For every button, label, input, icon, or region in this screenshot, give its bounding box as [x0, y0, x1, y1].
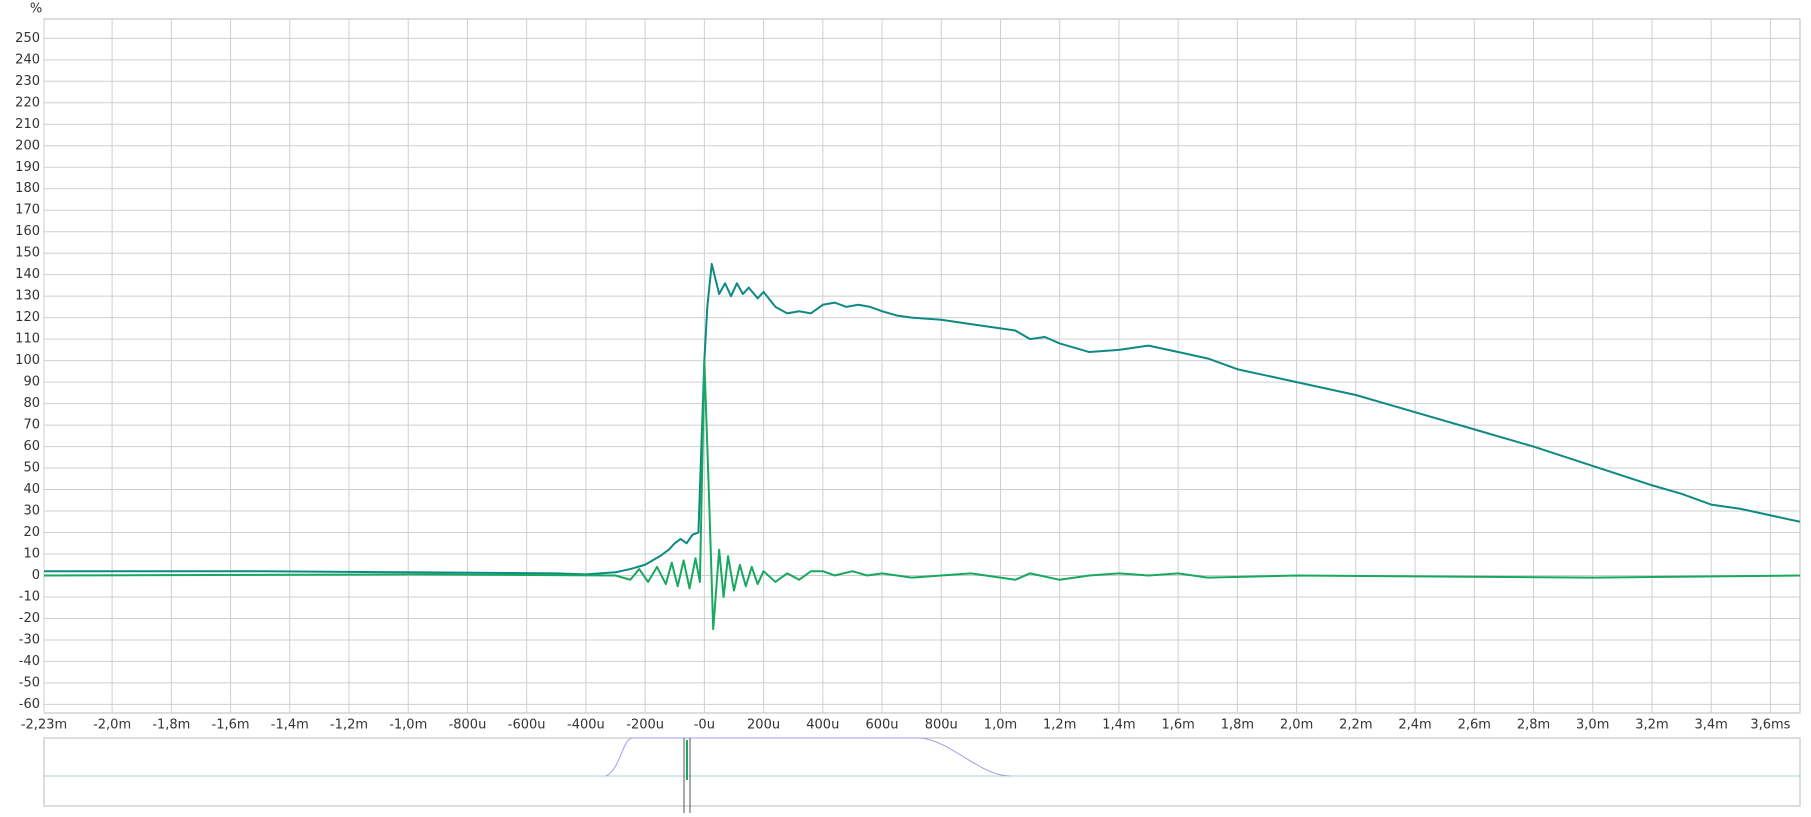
- y-tick-label: 160: [15, 224, 40, 239]
- x-tick-label: -200u: [626, 718, 664, 733]
- y-tick-label: 60: [23, 439, 40, 454]
- y-tick-label: 100: [15, 353, 40, 368]
- overview: [43, 737, 1801, 813]
- x-tick-label: 400u: [806, 718, 839, 733]
- x-tick-label: -1,0m: [389, 718, 427, 733]
- plot-area: [43, 18, 1801, 714]
- y-tick-label: 180: [15, 181, 40, 196]
- y-tick-label: 110: [15, 332, 40, 347]
- y-tick-label: 10: [23, 547, 40, 562]
- x-tick-label: -1,2m: [330, 718, 368, 733]
- y-tick-label: -40: [19, 654, 40, 669]
- x-tick-label: -800u: [449, 718, 487, 733]
- x-tick-label: 1,0m: [984, 718, 1017, 733]
- x-tick-label: 600u: [865, 718, 898, 733]
- x-tick-label: -2,23m: [21, 718, 67, 733]
- y-axis-label: %: [30, 2, 42, 17]
- x-tick-label: -600u: [508, 718, 546, 733]
- y-tick-label: 220: [15, 95, 40, 110]
- x-tick-label: 2,4m: [1398, 718, 1431, 733]
- x-tick-label: 2,0m: [1280, 718, 1313, 733]
- x-tick-label: 200u: [747, 718, 780, 733]
- x-tick-label: 1,6m: [1161, 718, 1194, 733]
- x-tick-label: 1,8m: [1221, 718, 1254, 733]
- x-tick-label: -1,6m: [212, 718, 250, 733]
- y-tick-label: -30: [19, 632, 40, 647]
- x-tick-label: 1,2m: [1043, 718, 1076, 733]
- y-tick-label: -20: [19, 611, 40, 626]
- y-tick-label: 120: [15, 310, 40, 325]
- series-line: [43, 359, 1801, 631]
- x-tick-label: 3,4m: [1694, 718, 1727, 733]
- x-tick-label: 3,6ms: [1750, 718, 1790, 733]
- series-line: [44, 262, 1801, 576]
- overview-frame: [43, 737, 1801, 807]
- x-tick-label: 2,6m: [1458, 718, 1491, 733]
- y-tick-label: 200: [15, 138, 40, 153]
- x-tick-label: -2,0m: [93, 718, 131, 733]
- y-tick-label: -50: [19, 675, 40, 690]
- x-tick-label: 2,2m: [1339, 718, 1372, 733]
- y-tick-label: 80: [23, 396, 40, 411]
- y-tick-label: 190: [15, 160, 40, 175]
- x-tick-label: -1,8m: [152, 718, 190, 733]
- y-tick-label: 140: [15, 267, 40, 282]
- y-tick-label: 20: [23, 525, 40, 540]
- y-tick-label: 130: [15, 289, 40, 304]
- x-tick-label: 3,0m: [1576, 718, 1609, 733]
- y-tick-label: -60: [19, 697, 40, 712]
- y-tick-label: 250: [15, 31, 40, 46]
- y-tick-label: 40: [23, 482, 40, 497]
- y-tick-label: 50: [23, 461, 40, 476]
- x-tick-label: 3,2m: [1635, 718, 1668, 733]
- y-tick-label: 230: [15, 74, 40, 89]
- y-tick-label: 150: [15, 246, 40, 261]
- x-tick-label: -400u: [567, 718, 605, 733]
- y-tick-label: 240: [15, 52, 40, 67]
- x-tick-label: -0u: [694, 718, 715, 733]
- x-tick-label: 800u: [925, 718, 958, 733]
- y-tick-label: 0: [32, 568, 40, 583]
- y-tick-label: 170: [15, 203, 40, 218]
- x-tick-label: 2,8m: [1517, 718, 1550, 733]
- x-tick-label: 1,4m: [1102, 718, 1135, 733]
- y-tick-label: 70: [23, 418, 40, 433]
- x-tick-label: -1,4m: [271, 718, 309, 733]
- y-tick-label: -10: [19, 589, 40, 604]
- y-tick-label: 30: [23, 504, 40, 519]
- y-tick-label: 210: [15, 117, 40, 132]
- y-tick-label: 90: [23, 375, 40, 390]
- overview-window: [605, 737, 1011, 777]
